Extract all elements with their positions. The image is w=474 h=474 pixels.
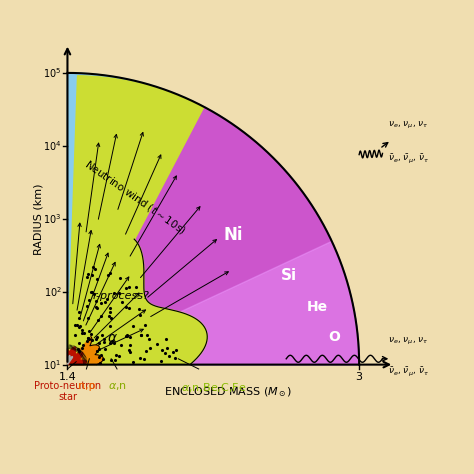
Polygon shape xyxy=(67,337,103,365)
Polygon shape xyxy=(67,356,73,365)
Text: $10^2$: $10^2$ xyxy=(44,285,62,299)
Text: 3: 3 xyxy=(356,372,363,382)
Text: $\nu_e$, $\nu_\mu$, $\nu_\tau$: $\nu_e$, $\nu_\mu$, $\nu_\tau$ xyxy=(388,120,429,131)
Text: Neutrino wind ($t{\sim}10$s): Neutrino wind ($t{\sim}10$s) xyxy=(82,157,188,237)
Polygon shape xyxy=(180,241,359,365)
Polygon shape xyxy=(134,107,359,365)
Text: 1.4: 1.4 xyxy=(59,372,76,382)
Text: Si: Si xyxy=(281,267,297,283)
Text: n,p: n,p xyxy=(78,381,95,391)
Text: $\bar{\nu}_e$, $\bar{\nu}_\mu$, $\bar{\nu}_\tau$: $\bar{\nu}_e$, $\bar{\nu}_\mu$, $\bar{\n… xyxy=(388,365,429,378)
Text: $\alpha$: $\alpha$ xyxy=(108,331,118,346)
Text: $\nu_e$, $\nu_\mu$, $\nu_\tau$: $\nu_e$, $\nu_\mu$, $\nu_\tau$ xyxy=(388,336,429,347)
Text: Ni: Ni xyxy=(223,226,243,244)
Text: ENCLOSED MASS ($M_\odot$): ENCLOSED MASS ($M_\odot$) xyxy=(164,385,292,399)
Polygon shape xyxy=(67,76,207,365)
Text: $10^4$: $10^4$ xyxy=(43,139,62,153)
Polygon shape xyxy=(67,73,359,365)
Text: $10^1$: $10^1$ xyxy=(44,358,62,372)
Text: $\bar{\nu}_e$, $\bar{\nu}_\mu$, $\bar{\nu}_\tau$: $\bar{\nu}_e$, $\bar{\nu}_\mu$, $\bar{\n… xyxy=(388,152,429,164)
Text: RADIUS (km): RADIUS (km) xyxy=(33,183,43,255)
Text: $\alpha$,n,Be,C,Fe: $\alpha$,n,Be,C,Fe xyxy=(181,381,246,394)
Text: $10^3$: $10^3$ xyxy=(43,212,62,226)
Text: Proto-neutron
star: Proto-neutron star xyxy=(34,381,101,402)
Text: $10^5$: $10^5$ xyxy=(43,66,62,80)
Text: r-process?: r-process? xyxy=(93,291,150,301)
Polygon shape xyxy=(67,347,86,365)
Text: O: O xyxy=(328,329,340,344)
Text: $\alpha$,n: $\alpha$,n xyxy=(108,381,127,392)
Text: He: He xyxy=(307,300,328,314)
